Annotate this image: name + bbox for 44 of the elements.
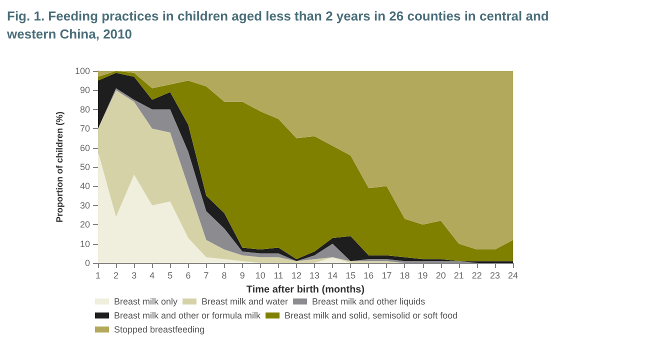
chart-title: Fig. 1. Feeding practices in children aged less than 2 years in 26 counties in central and western China, 2010 — [6, 8, 549, 42]
x-tick-label: 13 — [310, 270, 320, 280]
x-tick-label: 15 — [346, 270, 356, 280]
y-tick-label: 70 — [80, 124, 90, 134]
legend-label: Breast milk and other or formula milk — [114, 310, 262, 320]
x-tick-label: 14 — [328, 270, 338, 280]
y-tick-label: 10 — [80, 238, 90, 249]
x-tick-label: 16 — [364, 270, 374, 280]
x-tick-label: 4 — [150, 270, 155, 280]
x-tick-label: 1 — [95, 270, 101, 280]
y-tick-label: 100 — [74, 66, 90, 76]
x-tick-label: 10 — [255, 270, 266, 280]
x-tick-label: 9 — [240, 270, 245, 280]
x-tick-label: 22 — [472, 270, 482, 280]
x-tick-label: 18 — [400, 270, 410, 280]
x-tick-label: 3 — [132, 270, 137, 280]
x-tick-label: 8 — [222, 270, 227, 280]
legend-label: Breast milk and other liquids — [312, 296, 426, 306]
legend-label: Breast milk only — [114, 296, 178, 306]
x-tick-label: 20 — [436, 270, 446, 280]
x-tick-label: 6 — [186, 270, 191, 280]
y-tick-label: 0 — [84, 258, 90, 268]
x-tick-label: 19 — [418, 270, 428, 280]
y-tick-label: 40 — [80, 181, 90, 192]
legend-label: Breast milk and water — [202, 296, 288, 306]
x-tick-label: 2 — [114, 270, 119, 280]
x-tick-label: 23 — [490, 270, 500, 280]
x-tick-label: 7 — [204, 270, 209, 280]
legend-label: Breast milk and solid, semisolid or soft food — [284, 310, 458, 320]
legend-label: Stopped breastfeeding — [114, 324, 205, 334]
x-tick-label: 21 — [454, 270, 464, 280]
y-tick-label: 80 — [80, 104, 90, 114]
x-tick-label: 5 — [168, 270, 173, 280]
y-tick-label: 20 — [80, 220, 90, 230]
y-tick-label: 90 — [80, 85, 90, 96]
y-tick-label: 30 — [80, 200, 90, 210]
y-axis-title: Proportion of children (%) — [54, 112, 65, 222]
x-tick-label: 12 — [291, 270, 302, 280]
x-tick-label: 24 — [508, 270, 518, 280]
x-axis-title: Time after birth (months) — [246, 284, 365, 296]
y-tick-label: 50 — [80, 162, 90, 172]
y-tick-label: 60 — [80, 142, 90, 153]
x-tick-label: 11 — [274, 270, 284, 280]
x-tick-label: 17 — [382, 270, 392, 280]
